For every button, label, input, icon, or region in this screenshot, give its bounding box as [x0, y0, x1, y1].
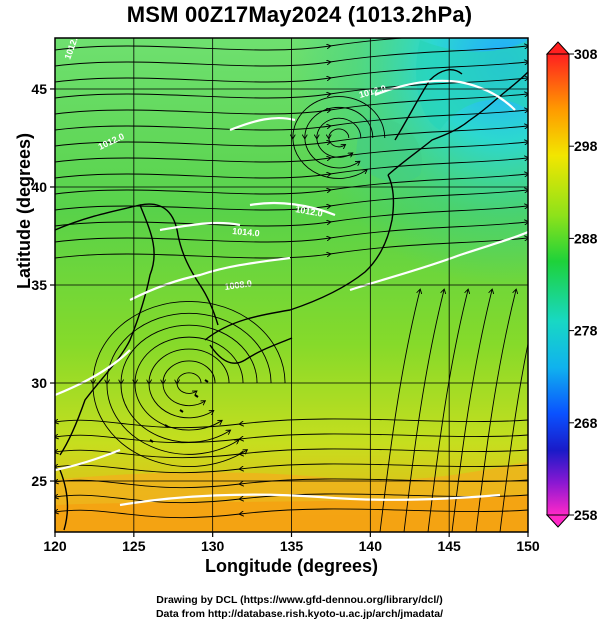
contour-label: 1014.0 — [232, 226, 260, 238]
y-tick-label: 25 — [31, 473, 47, 489]
x-tick-label: 135 — [280, 538, 304, 554]
x-tick-label: 120 — [43, 538, 67, 554]
colorbar: 308 298 288 278 268 258 — [545, 41, 598, 528]
streamline — [403, 290, 444, 532]
streamline — [55, 238, 528, 259]
isobars — [55, 79, 528, 507]
streamline — [55, 433, 528, 444]
graticule — [55, 38, 528, 532]
coastlines — [55, 69, 528, 531]
streamline — [451, 290, 492, 532]
x-tick-label: 140 — [359, 538, 383, 554]
credit-data: Data from http://database.rish.kyoto-u.a… — [155, 608, 444, 620]
colorbar-top-arrow — [545, 41, 571, 55]
y-tick-label: 30 — [31, 375, 47, 391]
colorbar-bottom-arrow — [545, 514, 571, 528]
streamline — [427, 290, 468, 532]
colorbar-tick-label: 308 — [574, 46, 598, 62]
map-title: MSM 00Z17May2024 (1013.2hPa) — [126, 2, 473, 27]
streamline — [55, 493, 528, 504]
x-tick-label: 130 — [201, 538, 225, 554]
streamline — [293, 96, 386, 179]
streamline — [55, 448, 528, 459]
y-tick-label: 45 — [31, 81, 47, 97]
y-tick-label: 35 — [31, 277, 47, 293]
colorbar-scale — [546, 53, 570, 516]
contour-label: 1012.0 — [295, 204, 324, 219]
x-tick-label: 150 — [516, 538, 540, 554]
streamline — [475, 290, 516, 532]
streamline — [55, 508, 528, 519]
colorbar-tick-label: 268 — [574, 415, 598, 431]
streamline — [55, 463, 528, 474]
y-tick-label: 40 — [31, 179, 47, 195]
streamline — [55, 418, 528, 429]
colorbar-tick-label: 258 — [574, 507, 598, 523]
colorbar-tick-label: 298 — [574, 138, 598, 154]
x-axis-label: Longitude (degrees) — [204, 556, 378, 576]
credit-drawing: Drawing by DCL (https://www.gfd-dennou.o… — [156, 594, 443, 606]
y-axis-label: Latitude (degrees) — [14, 132, 34, 290]
colorbar-tick-label: 278 — [574, 323, 598, 339]
x-axis: 120 125 130 135 140 145 150 — [43, 532, 540, 554]
x-tick-label: 125 — [122, 538, 146, 554]
streamline — [379, 290, 420, 532]
plot-area: 1012.0 1012.0 1012.0 1014.0 1008.0 1012.… — [55, 38, 528, 532]
streamline — [499, 341, 528, 532]
colorbar-tick-label: 288 — [574, 230, 598, 246]
y-axis: 25 30 35 40 45 — [31, 81, 55, 489]
x-tick-label: 145 — [437, 538, 461, 554]
